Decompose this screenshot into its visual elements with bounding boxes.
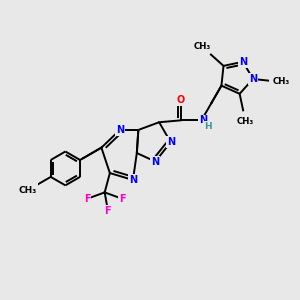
Text: N: N (129, 175, 137, 185)
Text: N: N (116, 125, 124, 135)
Text: CH₃: CH₃ (18, 186, 36, 195)
Text: O: O (176, 95, 185, 105)
Text: F: F (105, 206, 111, 216)
Text: CH₃: CH₃ (237, 118, 254, 127)
Text: F: F (84, 194, 91, 204)
Text: H: H (205, 122, 212, 131)
Text: CH₃: CH₃ (273, 77, 290, 86)
Text: F: F (119, 194, 125, 204)
Text: N: N (199, 116, 207, 125)
Text: N: N (151, 157, 159, 166)
Text: CH₃: CH₃ (194, 42, 211, 51)
Text: N: N (249, 74, 257, 84)
Text: N: N (167, 137, 175, 147)
Text: N: N (239, 57, 247, 67)
